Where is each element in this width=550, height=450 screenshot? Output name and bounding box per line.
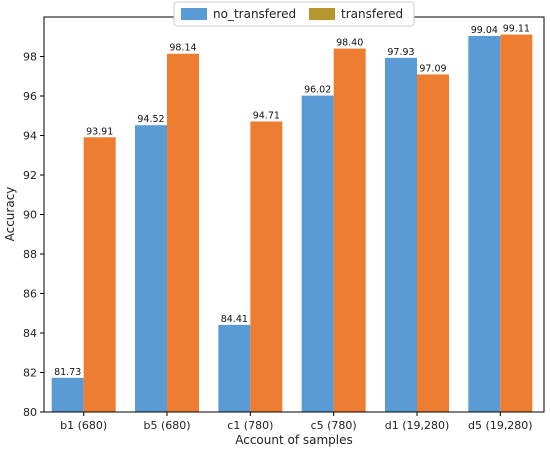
- data-label-transfered-3: 98.40: [336, 38, 363, 49]
- bar-transfered-3: [333, 48, 366, 412]
- legend-label-no-transfered: no_transfered: [213, 7, 296, 21]
- data-label-transfered-2: 94.71: [253, 110, 280, 121]
- y-axis-label: Accuracy: [3, 187, 17, 242]
- y-tick-label-2: 84: [23, 327, 37, 340]
- x-axis: b1 (680) b5 (680) c1 (780) c5 (780) d1 (19,2…: [60, 412, 533, 432]
- bar-transfered-4: [417, 74, 449, 412]
- y-tick-label-8: 96: [23, 90, 37, 103]
- y-axis: 80 82 84 86 88 90 92 94 96 98: [23, 51, 44, 419]
- y-tick-label-5: 90: [23, 209, 37, 222]
- y-tick-label-1: 82: [23, 367, 37, 380]
- x-axis-label: Account of samples: [235, 433, 353, 447]
- legend-label-transfered: transfered: [341, 7, 403, 21]
- x-tick-label-0: b1 (680): [60, 419, 107, 432]
- data-labels-layer: 81.73 93.91 94.52 98.14 84.41 94.71 96.02 98.40…: [54, 24, 530, 378]
- bar-no-transfered-2: [218, 324, 251, 412]
- x-tick-label-3: c5 (780): [311, 419, 357, 432]
- y-tick-label-3: 86: [23, 288, 37, 301]
- x-tick-label-4: d1 (19,280): [385, 419, 450, 432]
- bars-layer: [51, 34, 533, 413]
- bar-no-transfered-4: [385, 57, 417, 412]
- data-label-no-transfered-0: 81.73: [54, 367, 81, 378]
- bar-no-transfered-0: [51, 377, 84, 412]
- data-label-transfered-4: 97.09: [419, 63, 446, 74]
- data-label-no-transfered-4: 97.93: [387, 47, 414, 58]
- legend-swatch-no-transfered: [181, 8, 207, 20]
- bar-no-transfered-1: [135, 125, 167, 412]
- y-tick-label-0: 80: [23, 406, 37, 419]
- x-tick-label-5: d5 (19,280): [468, 419, 533, 432]
- data-label-no-transfered-3: 96.02: [304, 85, 331, 96]
- data-label-transfered-1: 98.14: [169, 43, 196, 54]
- y-tick-label-4: 88: [23, 248, 37, 261]
- y-tick-label-6: 92: [23, 169, 37, 182]
- x-tick-label-1: b5 (680): [143, 419, 190, 432]
- bar-transfered-2: [250, 121, 283, 412]
- bar-no-transfered-3: [301, 95, 334, 412]
- legend: no_transfered transfered: [173, 1, 415, 27]
- x-tick-label-2: c1 (780): [227, 419, 273, 432]
- data-label-transfered-0: 93.91: [86, 126, 113, 137]
- legend-box: [173, 1, 415, 27]
- bar-no-transfered-5: [468, 35, 501, 413]
- bar-transfered-5: [500, 34, 533, 412]
- bar-transfered-1: [167, 53, 199, 413]
- data-label-no-transfered-1: 94.52: [137, 114, 164, 125]
- data-label-no-transfered-2: 84.41: [221, 314, 248, 325]
- y-tick-label-9: 98: [23, 51, 37, 64]
- bar-transfered-0: [83, 137, 116, 412]
- legend-swatch-transfered: [309, 8, 335, 20]
- y-tick-label-7: 94: [23, 130, 37, 143]
- data-label-transfered-5: 99.11: [503, 24, 530, 35]
- data-label-no-transfered-5: 99.04: [471, 25, 498, 36]
